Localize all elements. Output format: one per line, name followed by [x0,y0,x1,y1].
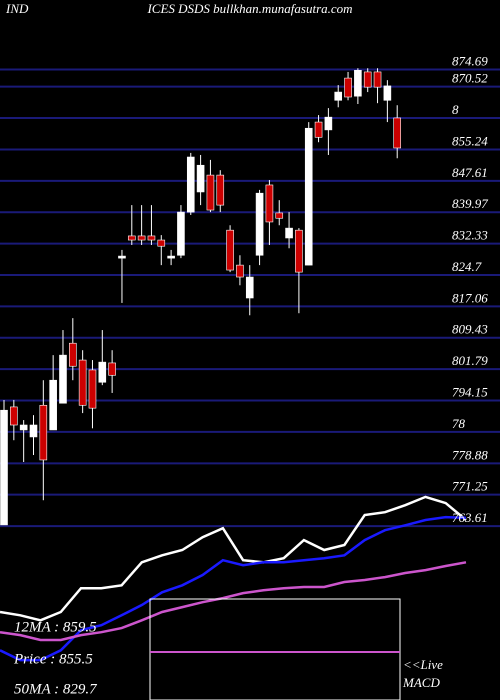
candle-body [118,255,126,259]
chart-subtitle: IND [5,1,29,16]
candle-body [157,239,166,247]
candle-body [10,406,18,426]
candle-body [49,379,57,431]
y-tick-label: 874.69 [452,53,488,68]
candle-body [216,174,225,206]
candle-body [344,77,352,98]
candle-body [383,85,392,101]
y-tick-label: 855.24 [452,133,488,148]
y-tick-label: 870.52 [452,71,488,86]
candle-body [19,424,28,431]
candle-body [373,71,382,88]
y-tick-label: 8 [452,102,459,117]
candle-body [245,276,254,299]
candle-body [236,264,244,278]
candle-body [275,212,284,219]
candle-body [177,211,185,256]
candle-body [98,361,107,383]
y-tick-label: 801.79 [452,353,488,368]
candle-body [186,156,195,213]
candle-body [314,121,323,138]
candle-body [167,255,175,259]
candle-body [363,71,372,88]
candle-body [196,164,205,193]
candle-body [69,342,77,367]
candle-body [137,235,146,241]
y-tick-label: 847.61 [452,165,488,180]
y-tick-label: 794.15 [452,385,488,400]
candle-body [78,359,87,406]
candle-body [334,91,343,101]
candle-body [29,424,38,438]
y-tick-label: 778.88 [452,447,488,462]
candle-body [295,229,303,273]
candle-body [324,116,333,131]
legend-price: Price : 855.5 [13,651,93,667]
candle-body [255,192,264,256]
indicator-line [0,495,467,622]
y-tick-label: 771.25 [452,479,488,494]
candle-body [354,69,362,97]
candle-body [226,229,234,271]
candle-body [127,235,136,241]
candle-body [393,117,402,149]
candle-body [147,235,156,241]
legend-50ma: 50MA : 829.7 [14,681,98,697]
y-tick-label: 763.61 [452,510,488,525]
y-tick-label: 832.33 [452,228,488,243]
y-tick-label: 817.06 [452,290,488,305]
candle-body [265,184,274,223]
candle-body [59,354,67,404]
candle-body [0,409,8,526]
y-tick-label: 809.43 [452,322,488,337]
candle-body [285,227,293,239]
y-tick-label: 839.97 [452,196,488,211]
y-tick-label: 78 [452,416,466,431]
macd-label: MACD [402,675,440,690]
candle-body [39,404,48,461]
y-tick-label: 824.7 [452,259,482,274]
candle-body [304,127,313,266]
indicator-line [0,561,467,642]
legend-12ma: 12MA : 859.5 [14,619,97,635]
candle-body [108,362,116,376]
chart-title: ICES DSDS bullkhan.munafasutra.com [146,1,352,16]
indicator-line [0,515,467,662]
live-label: <<Live [403,657,443,672]
candle-body [88,369,97,409]
candle-body [206,174,215,211]
macd-panel [149,598,401,700]
